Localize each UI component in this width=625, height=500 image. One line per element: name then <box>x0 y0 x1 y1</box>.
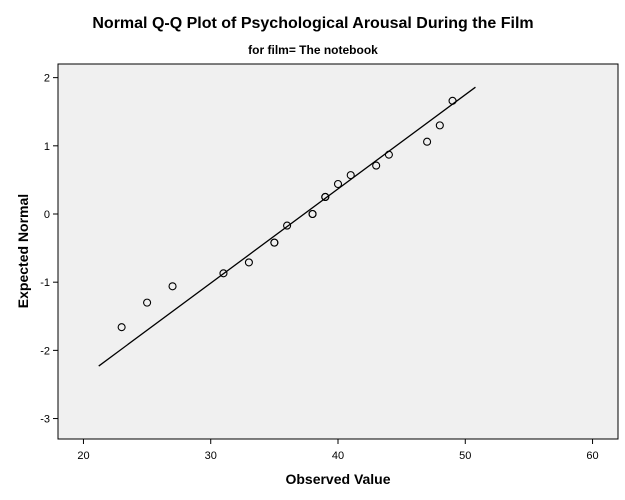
data-point <box>321 192 330 202</box>
data-point <box>435 121 444 130</box>
reference-line <box>98 86 476 367</box>
data-point <box>308 209 317 219</box>
data-point <box>244 258 253 267</box>
data-points <box>117 96 457 332</box>
x-tick-label: 60 <box>586 450 598 462</box>
y-axis-ticks: 2 1 0 -1 -2 -3 <box>40 73 58 426</box>
data-point <box>448 96 457 105</box>
data-point <box>143 298 152 307</box>
data-point <box>384 150 393 159</box>
data-point <box>219 269 228 278</box>
x-tick-label: 50 <box>459 450 471 462</box>
data-point <box>283 221 292 230</box>
reference-line-group <box>98 86 476 367</box>
y-axis-label: Expected Normal <box>15 194 31 308</box>
x-tick-label: 40 <box>332 450 344 462</box>
data-point <box>346 171 355 180</box>
data-point <box>333 179 343 189</box>
data-point <box>117 323 126 332</box>
plot-area <box>57 63 619 440</box>
data-point <box>270 238 279 247</box>
y-tick-label: 1 <box>44 141 50 153</box>
y-tick-label: 0 <box>44 209 50 221</box>
data-point <box>372 161 381 170</box>
chart-subtitle: for film= The notebook <box>248 43 378 57</box>
y-tick-label: -3 <box>40 414 50 426</box>
x-axis-label: Observed Value <box>285 471 390 487</box>
x-axis-ticks: 20 30 40 50 60 <box>77 439 599 462</box>
data-point <box>423 137 432 146</box>
y-tick-label: 2 <box>44 73 50 85</box>
chart-title: Normal Q-Q Plot of Psychological Arousal… <box>92 15 533 32</box>
y-tick-label: -1 <box>40 277 50 289</box>
data-point <box>168 282 177 291</box>
x-tick-label: 30 <box>205 450 217 462</box>
x-tick-label: 20 <box>77 450 89 462</box>
y-tick-label: -2 <box>40 345 50 357</box>
